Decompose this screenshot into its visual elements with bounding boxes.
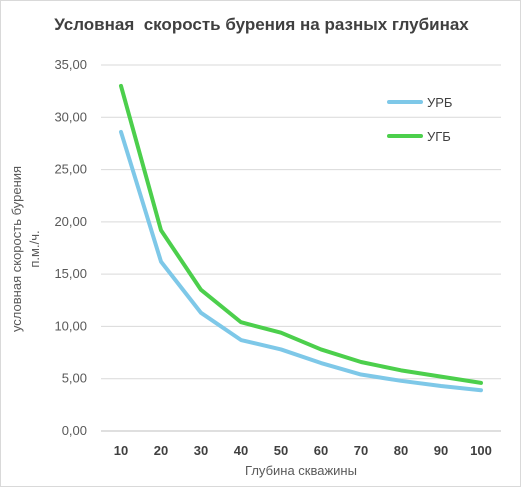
y-tick-label: 30,00 — [54, 109, 87, 124]
data-point — [280, 348, 282, 350]
y-tick-label: 0,00 — [62, 423, 87, 438]
data-point — [200, 312, 202, 314]
y-tick-label: 5,00 — [62, 371, 87, 386]
data-point — [160, 261, 162, 263]
data-point — [360, 374, 362, 376]
x-axis-ticks: 10 20 30 40 50 60 70 80 90 100 — [114, 443, 492, 458]
y-axis-unit: п.м./ч. — [27, 230, 42, 267]
x-tick-label: 90 — [434, 443, 448, 458]
series-lines — [119, 83, 483, 393]
data-point — [200, 289, 202, 291]
y-tick-label: 15,00 — [54, 266, 87, 281]
data-point — [480, 389, 482, 391]
y-axis-ticks: 0,00 5,00 10,00 15,00 20,00 25,00 30,00 35,00 — [54, 57, 87, 438]
legend: УРБ УГБ — [387, 95, 452, 144]
x-tick-label: 20 — [154, 443, 168, 458]
x-tick-label: 60 — [314, 443, 328, 458]
x-tick-label: 80 — [394, 443, 408, 458]
legend-label: УГБ — [427, 129, 451, 144]
data-point — [440, 376, 442, 378]
data-point — [320, 348, 322, 350]
data-point — [240, 339, 242, 341]
data-point — [120, 85, 122, 87]
x-axis-title: Глубина скважины — [245, 463, 357, 478]
data-point — [160, 229, 162, 231]
data-point — [440, 385, 442, 387]
y-tick-label: 25,00 — [54, 162, 87, 177]
y-tick-label: 20,00 — [54, 214, 87, 229]
data-point — [360, 361, 362, 363]
series-line — [119, 83, 483, 385]
data-point — [280, 332, 282, 334]
y-axis-title: условная скорость бурения — [9, 166, 24, 332]
legend-label: УРБ — [427, 95, 452, 110]
y-tick-label: 35,00 — [54, 57, 87, 72]
data-point — [400, 380, 402, 382]
x-tick-label: 30 — [194, 443, 208, 458]
data-point — [400, 369, 402, 371]
x-tick-label: 100 — [470, 443, 492, 458]
data-point — [120, 131, 122, 133]
chart-title: Условная скорость бурения на разных глуб… — [54, 15, 469, 34]
gridlines — [101, 64, 501, 432]
x-tick-label: 40 — [234, 443, 248, 458]
y-tick-label: 10,00 — [54, 318, 87, 333]
data-point — [240, 321, 242, 323]
data-point — [320, 362, 322, 364]
x-tick-label: 70 — [354, 443, 368, 458]
series-line — [119, 129, 483, 393]
x-tick-label: 50 — [274, 443, 288, 458]
x-tick-label: 10 — [114, 443, 128, 458]
data-point — [480, 382, 482, 384]
